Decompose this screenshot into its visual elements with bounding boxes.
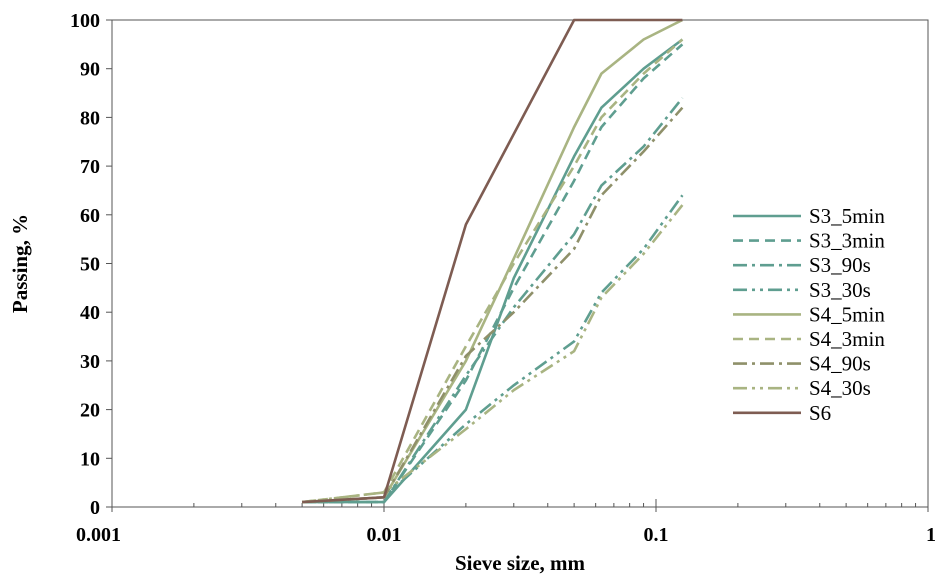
legend-label: S3_30s [809, 278, 871, 302]
series-line-s3-3min [302, 43, 684, 504]
series-line-s4-3min [301, 38, 684, 504]
legend-label: S6 [809, 401, 831, 425]
x-tick-label: 1 [926, 524, 936, 546]
y-tick-label: 0 [90, 497, 100, 519]
y-tick-label: 100 [70, 10, 100, 32]
y-tick-label: 80 [80, 107, 100, 129]
y-tick-label: 60 [80, 205, 100, 227]
y-tick-label: 90 [80, 59, 100, 81]
legend-label: S3_3min [809, 229, 885, 253]
tick-labels: 0 10 20 30 40 50 60 70 80 90 100 0.001 0.01 0.1 1 [70, 10, 936, 546]
x-tick-label: 0.001 [76, 524, 121, 546]
x-tick-label: 0.1 [644, 524, 669, 546]
legend-label: S4_5min [809, 302, 885, 326]
y-axis-title: Passing, % [8, 214, 32, 313]
y-tick-label: 20 [80, 400, 100, 422]
y-tick-label: 50 [80, 254, 100, 276]
axis-ticks [106, 19, 929, 512]
legend: S3_5minS3_3minS3_90sS3_30sS4_5minS4_3min… [733, 204, 885, 425]
legend-label: S4_30s [809, 376, 871, 400]
legend-label: S4_90s [809, 352, 871, 376]
series-lines [301, 18, 684, 504]
legend-label: S4_3min [809, 327, 885, 351]
series-line-s3-5min [302, 38, 684, 504]
x-axis-title: Sieve size, mm [455, 551, 586, 575]
y-tick-label: 10 [80, 448, 100, 470]
series-line-s3-30s [302, 194, 684, 504]
series-line-s3-90s [302, 97, 684, 504]
legend-label: S3_90s [809, 253, 871, 277]
series-line-s4-90s [302, 106, 684, 504]
y-tick-label: 70 [80, 156, 100, 178]
y-tick-label: 30 [80, 351, 100, 373]
y-tick-label: 40 [80, 302, 100, 324]
x-tick-label: 0.01 [367, 524, 402, 546]
series-line-s6 [302, 18, 683, 504]
legend-label: S3_5min [809, 204, 885, 228]
series-line-s4-30s [301, 204, 684, 504]
